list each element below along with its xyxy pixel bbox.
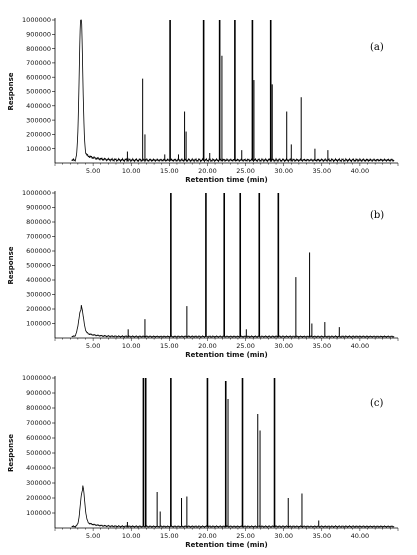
- chart-panel-2: 100000 200000 300000 400000 500000 600000 7000…: [7, 189, 399, 359]
- baseline-trace: [71, 485, 395, 528]
- y-tick-label: 900000: [26, 389, 51, 397]
- y-tick-label: 1000000: [22, 16, 51, 24]
- y-tick-label: 800000: [26, 404, 51, 412]
- y-tick-label: 900000: [26, 204, 51, 212]
- x-tick-label: 5.00: [86, 342, 100, 350]
- y-tick-label: 400000: [26, 276, 51, 284]
- y-tick-label: 400000: [26, 102, 51, 110]
- y-tick-label: 900000: [26, 31, 51, 39]
- x-tick-label: 35.00: [312, 342, 331, 350]
- x-tick-label: 35.00: [312, 532, 331, 540]
- y-tick-label: 200000: [26, 305, 51, 313]
- x-axis-title: Retention time (min): [185, 351, 268, 359]
- x-tick-label: 40.00: [351, 167, 370, 175]
- x-axis-title: Retention time (min): [185, 176, 268, 184]
- x-tick-label: 10.00: [122, 342, 141, 350]
- y-axis-title: Response: [7, 72, 15, 110]
- y-tick-label: 300000: [26, 479, 51, 487]
- x-tick-label: 15.00: [160, 342, 179, 350]
- y-tick-label: 700000: [26, 419, 51, 427]
- x-tick-label: 5.00: [86, 167, 100, 175]
- y-tick-label: 800000: [26, 218, 51, 226]
- y-tick-label: 700000: [26, 233, 51, 241]
- y-tick-label: 300000: [26, 116, 51, 124]
- y-tick-label: 500000: [26, 449, 51, 457]
- y-tick-label: 200000: [26, 131, 51, 139]
- y-axis-title: Response: [7, 246, 15, 284]
- y-tick-label: 500000: [26, 262, 51, 270]
- chart-panel-3: 100000 200000 300000 400000 500000 600000 7000…: [7, 374, 399, 549]
- x-tick-label: 30.00: [274, 342, 293, 350]
- x-tick-label: 15.00: [160, 532, 179, 540]
- y-tick-label: 500000: [26, 88, 51, 96]
- x-tick-label: 15.00: [160, 167, 179, 175]
- y-tick-label: 600000: [26, 73, 51, 81]
- y-tick-label: 600000: [26, 247, 51, 255]
- y-tick-label: 1000000: [22, 189, 51, 197]
- x-tick-label: 5.00: [86, 532, 100, 540]
- y-tick-label: 1000000: [22, 374, 51, 382]
- y-tick-label: 300000: [26, 291, 51, 299]
- baseline-trace: [71, 19, 395, 163]
- x-tick-label: 25.00: [236, 342, 255, 350]
- x-tick-label: 20.00: [198, 167, 217, 175]
- x-tick-label: 25.00: [236, 532, 255, 540]
- y-tick-label: 100000: [26, 509, 51, 517]
- panel-label: (b): [370, 210, 384, 221]
- y-tick-label: 700000: [26, 59, 51, 67]
- x-tick-label: 35.00: [312, 167, 331, 175]
- x-tick-label: 40.00: [351, 342, 370, 350]
- x-tick-label: 30.00: [274, 167, 293, 175]
- y-axis-title: Response: [7, 434, 15, 472]
- y-tick-label: 400000: [26, 464, 51, 472]
- panel-label: (a): [370, 42, 384, 53]
- x-tick-label: 20.00: [198, 532, 217, 540]
- x-tick-label: 10.00: [122, 532, 141, 540]
- baseline-trace: [71, 304, 395, 338]
- x-tick-label: 30.00: [274, 532, 293, 540]
- y-tick-label: 600000: [26, 434, 51, 442]
- y-tick-label: 800000: [26, 45, 51, 53]
- x-tick-label: 10.00: [122, 167, 141, 175]
- x-tick-label: 25.00: [236, 167, 255, 175]
- x-tick-label: 40.00: [351, 532, 370, 540]
- y-tick-label: 100000: [26, 320, 51, 328]
- x-axis-title: Retention time (min): [185, 541, 268, 549]
- y-tick-label: 100000: [26, 145, 51, 153]
- panel-label: (c): [370, 398, 384, 409]
- chart-panel-1: 100000 200000 300000 400000 500000 600000 7000…: [7, 16, 399, 184]
- x-tick-label: 20.00: [198, 342, 217, 350]
- y-tick-label: 200000: [26, 494, 51, 502]
